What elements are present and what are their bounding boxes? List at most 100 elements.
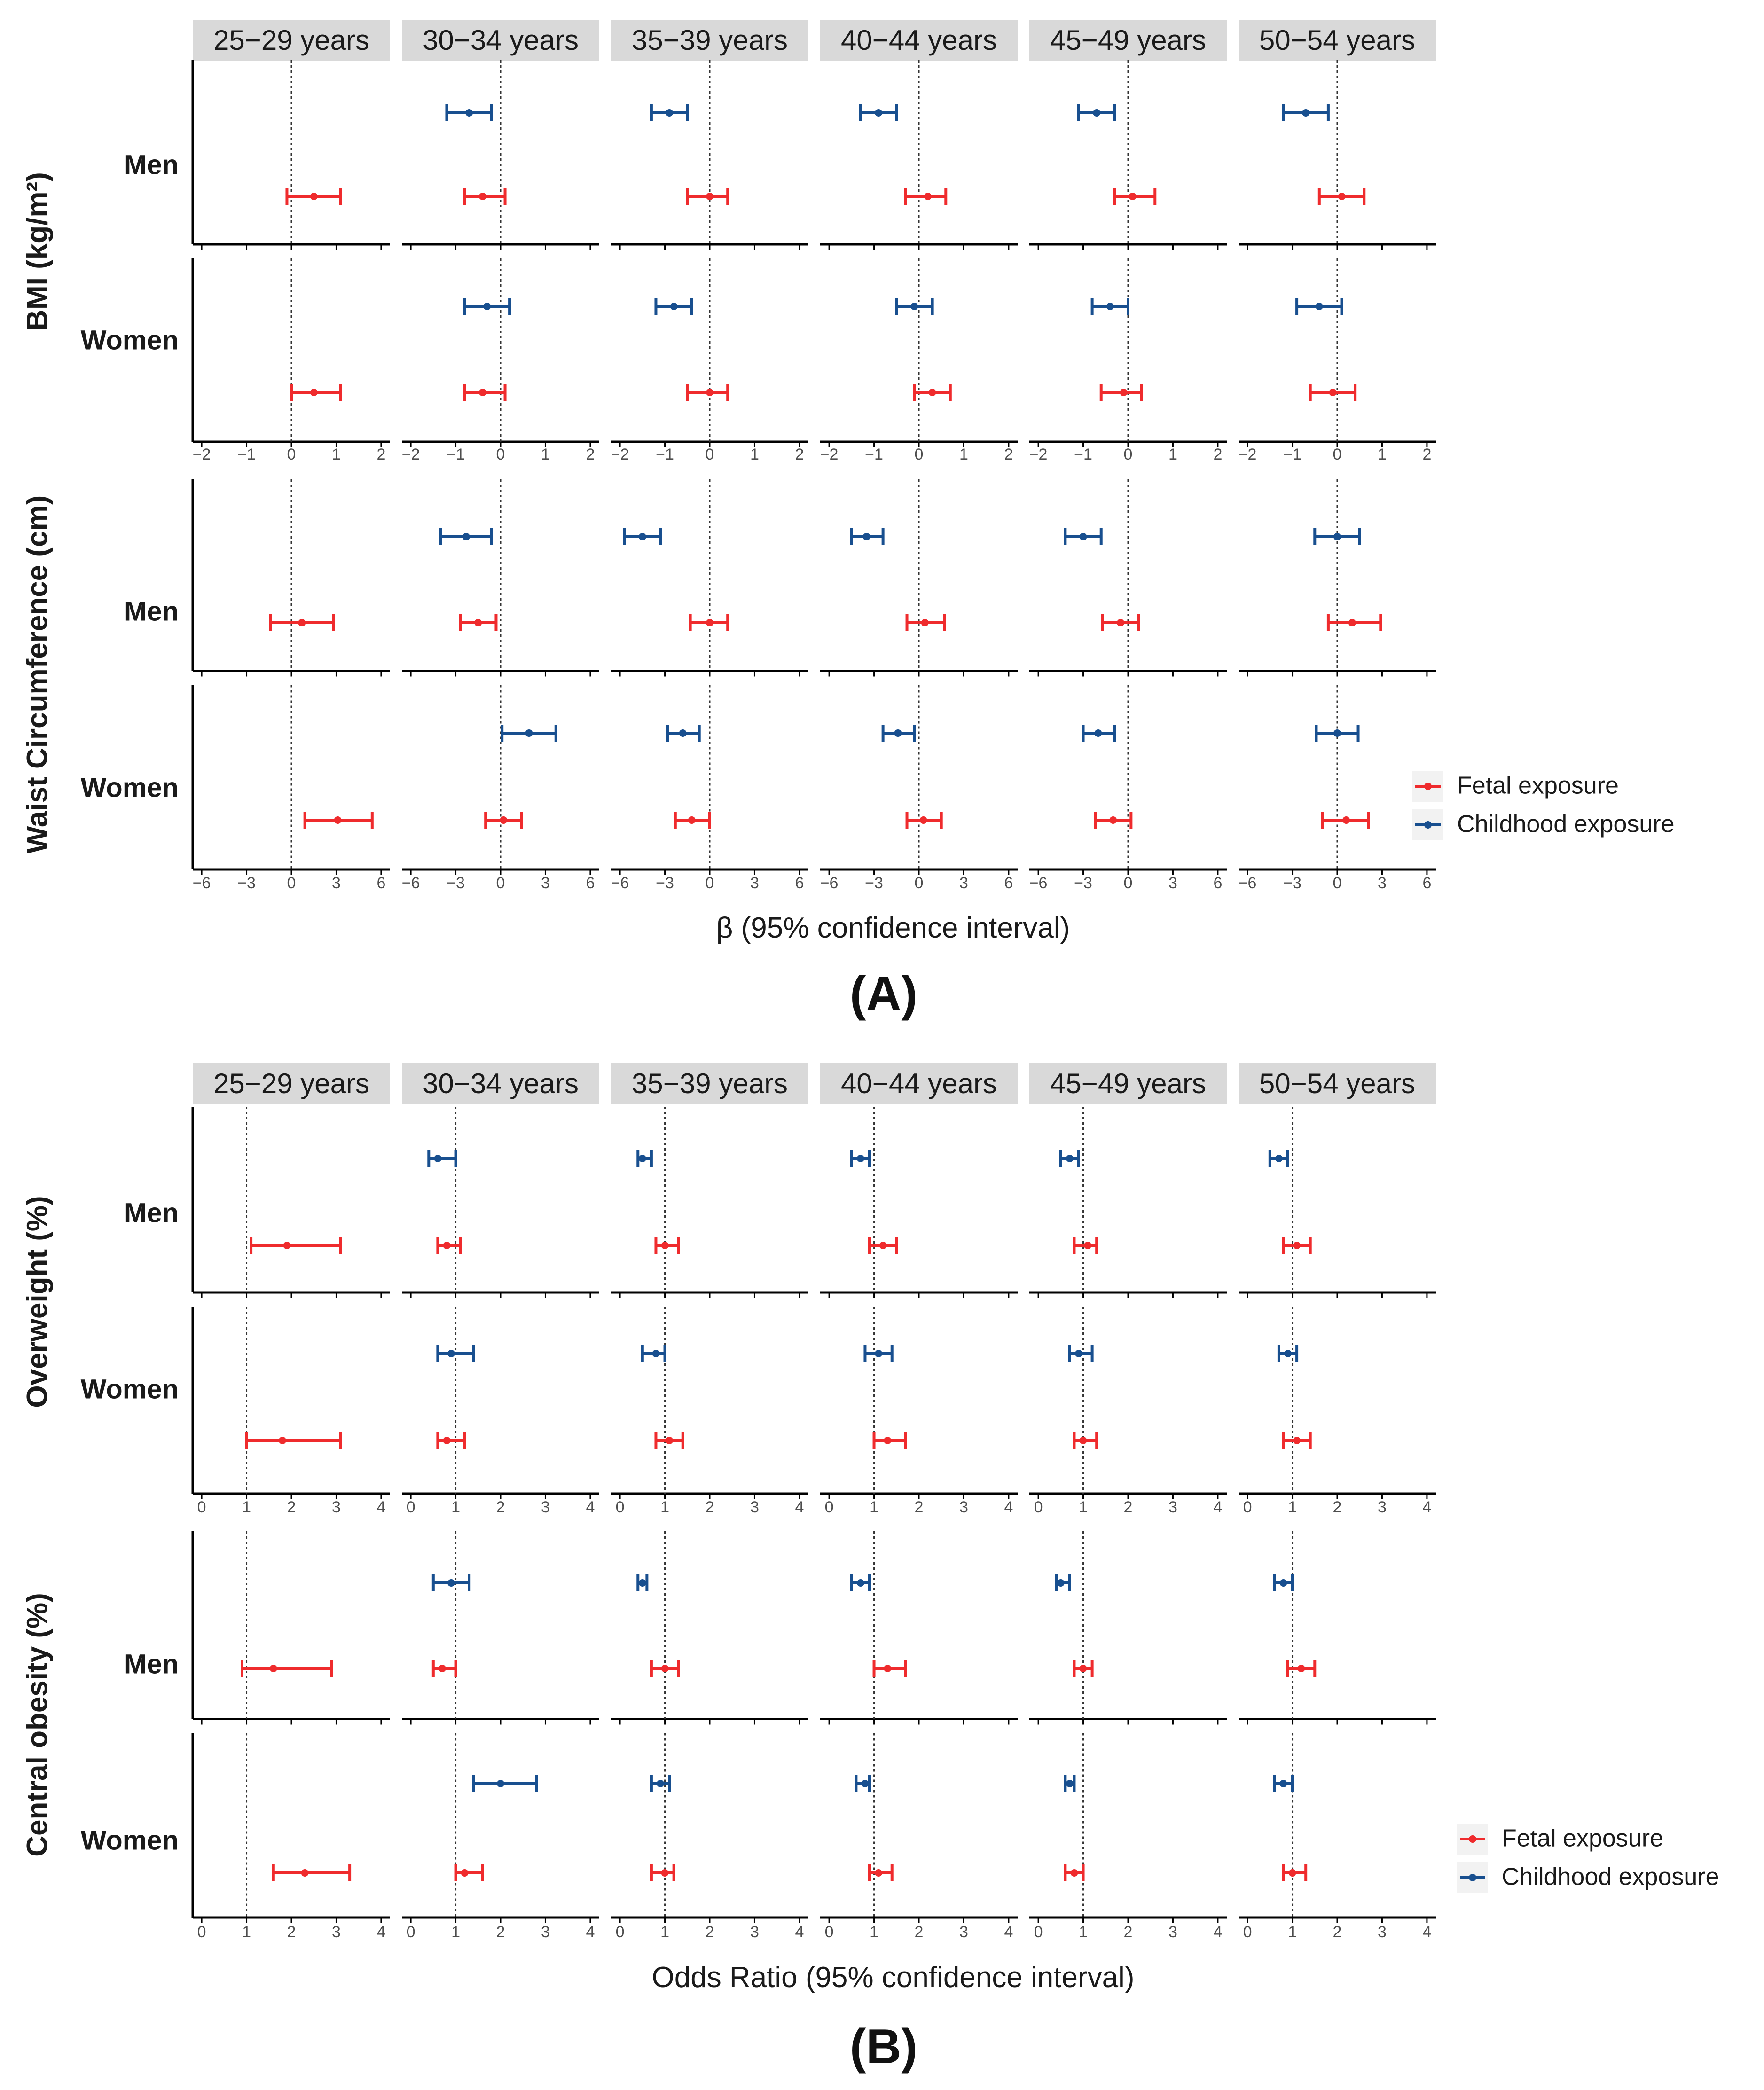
point-estimate: [661, 1869, 669, 1877]
childhood-estimate: [1315, 725, 1360, 742]
row-label: Men: [124, 1198, 179, 1228]
fetal-estimate: [1073, 1660, 1094, 1677]
facet-strip-background: [611, 1063, 808, 1104]
x-tick-label: −3: [865, 874, 883, 892]
point-estimate: [875, 1350, 883, 1357]
facet-strip-background: [1239, 1063, 1436, 1104]
fetal-estimate: [674, 812, 711, 829]
x-tick-label: 2: [496, 1498, 505, 1516]
fetal-estimate: [1073, 1432, 1098, 1449]
facet-panel: −6 −3 0 3 6: [820, 479, 1018, 892]
point-estimate: [688, 816, 696, 824]
fetal-estimate: [1064, 1864, 1085, 1881]
fetal-estimate: [1286, 1660, 1317, 1677]
point-estimate: [1275, 1155, 1283, 1162]
fetal-estimate: [463, 384, 507, 401]
x-tick-label: 3: [1378, 874, 1387, 892]
point-estimate: [1279, 1579, 1287, 1587]
x-tick-label: 0: [1333, 874, 1342, 892]
panel-a: 25−29 years 30−34 years 35−39 years 40−44 y…: [21, 20, 1675, 1021]
point-estimate: [1120, 389, 1128, 396]
point-estimate: [283, 1242, 291, 1249]
facet-strip-background: [1239, 20, 1436, 61]
x-axis-title: β (95% confidence interval): [716, 912, 1070, 944]
point-estimate: [1293, 1437, 1301, 1444]
x-axis-title: Odds Ratio (95% confidence interval): [652, 1961, 1135, 1994]
fetal-estimate: [872, 1432, 907, 1449]
childhood-estimate: [463, 298, 511, 315]
point-estimate: [478, 193, 486, 200]
fetal-estimate: [905, 812, 943, 829]
point-estimate: [1293, 1242, 1301, 1249]
childhood-estimate: [895, 298, 934, 315]
x-tick-label: −1: [237, 446, 256, 463]
x-tick-label: 0: [1034, 1498, 1043, 1516]
facet-strip-background: [193, 20, 390, 61]
x-tick-label: 1: [451, 1923, 460, 1941]
childhood-estimate: [850, 528, 885, 545]
x-tick-label: 3: [1168, 1498, 1177, 1516]
x-tick-label: 3: [1168, 1923, 1177, 1941]
point-estimate: [1094, 729, 1102, 737]
x-tick-label: 1: [959, 446, 968, 463]
fetal-estimate: [1309, 384, 1357, 401]
childhood-estimate: [436, 1345, 475, 1362]
x-tick-label: 4: [1213, 1498, 1222, 1516]
x-tick-label: −3: [656, 874, 674, 892]
measure-block: Overweight (%) Men Women 0 1 2 3 4 0 1 2 3 4 0 1 2 3 4 0 1 2…: [21, 1107, 1436, 1516]
x-tick-label: 4: [1422, 1923, 1431, 1941]
point-estimate: [666, 109, 674, 117]
facet-label: 50−54 years: [1259, 1068, 1415, 1099]
legend-childhood-swatch: [1424, 821, 1432, 829]
facet-strip: 50−54 years: [1239, 1063, 1436, 1104]
facet-panel: 0 1 2 3 4: [1029, 1107, 1227, 1516]
x-tick-label: 0: [1243, 1498, 1252, 1516]
childhood-estimate: [650, 104, 689, 121]
fetal-estimate: [436, 1432, 466, 1449]
x-tick-label: 3: [332, 874, 341, 892]
point-estimate: [1279, 1780, 1287, 1787]
measure-label: Overweight (%): [21, 1196, 54, 1408]
childhood-estimate: [427, 1150, 457, 1167]
x-tick-label: 0: [496, 446, 505, 463]
point-estimate: [1288, 1869, 1296, 1877]
x-tick-label: 2: [1333, 1498, 1342, 1516]
facet-strip-background: [402, 1063, 599, 1104]
measure-label: Waist Circumference (cm): [21, 495, 54, 854]
point-estimate: [461, 1869, 469, 1877]
x-tick-label: 1: [541, 446, 550, 463]
panel-b: 25−29 years 30−34 years 35−39 years 40−44 y…: [21, 1063, 1719, 2074]
childhood-estimate: [445, 104, 493, 121]
x-tick-label: 0: [616, 1923, 625, 1941]
x-tick-label: −2: [193, 446, 211, 463]
fetal-estimate: [269, 614, 335, 631]
x-tick-label: 2: [706, 1498, 714, 1516]
childhood-estimate: [501, 725, 557, 742]
facet-strip: 45−49 years: [1029, 1063, 1227, 1104]
point-estimate: [894, 729, 902, 737]
x-tick-label: 0: [915, 874, 924, 892]
x-tick-label: 0: [1124, 874, 1133, 892]
x-tick-label: −6: [402, 874, 420, 892]
facet-label: 40−44 years: [841, 24, 997, 56]
fetal-estimate: [1321, 812, 1370, 829]
x-tick-label: 4: [1004, 1923, 1013, 1941]
legend-label: Fetal exposure: [1457, 772, 1619, 799]
point-estimate: [910, 303, 918, 310]
point-estimate: [657, 1780, 664, 1787]
fetal-estimate: [1094, 812, 1133, 829]
x-tick-label: 6: [795, 874, 804, 892]
childhood-estimate: [641, 1345, 666, 1362]
x-tick-label: −2: [1239, 446, 1257, 463]
point-estimate: [310, 389, 318, 396]
x-tick-label: 2: [915, 1923, 924, 1941]
point-estimate: [928, 389, 936, 396]
point-estimate: [1093, 109, 1101, 117]
point-estimate: [462, 533, 470, 540]
fetal-estimate: [904, 188, 948, 205]
fetal-estimate: [650, 1660, 680, 1677]
facet-strip: 40−44 years: [820, 20, 1018, 61]
point-estimate: [1079, 533, 1087, 540]
x-tick-label: 2: [1004, 446, 1013, 463]
x-tick-label: 1: [451, 1498, 460, 1516]
